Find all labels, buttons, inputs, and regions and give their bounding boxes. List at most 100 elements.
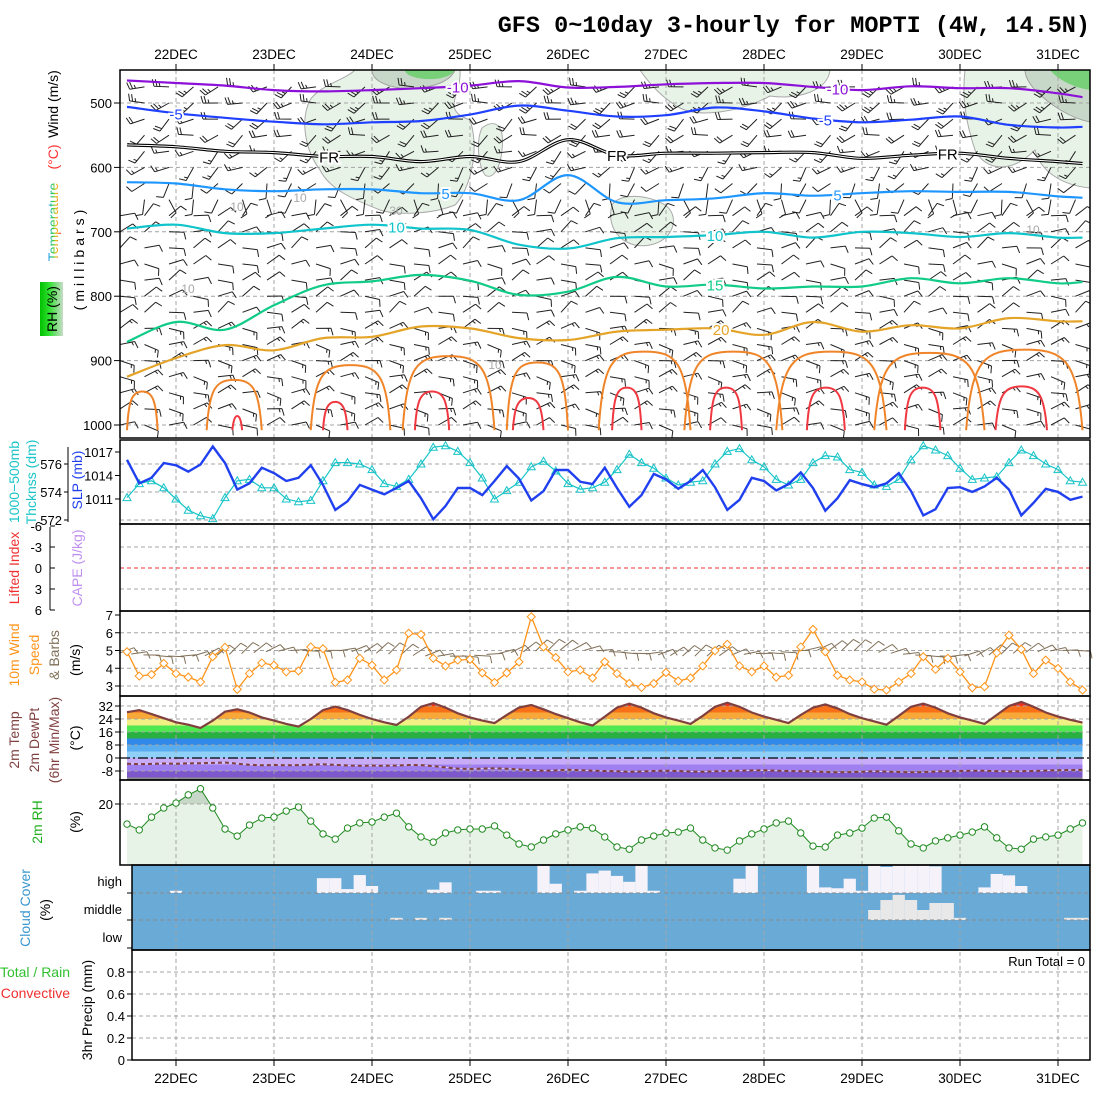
cloud-high-bar bbox=[978, 887, 991, 893]
wind-barb bbox=[299, 93, 317, 104]
wind-barb bbox=[714, 183, 733, 194]
wind-barb bbox=[144, 286, 163, 297]
precip-convective-label: Convective bbox=[1, 985, 70, 1001]
wind-barb bbox=[814, 93, 831, 104]
thickness-marker bbox=[367, 464, 377, 474]
wind-barb bbox=[120, 318, 138, 329]
wind10m-marker bbox=[796, 642, 806, 652]
wind-barb bbox=[888, 151, 905, 165]
wind-barb bbox=[732, 300, 750, 313]
wind-barb bbox=[903, 344, 920, 356]
wind10m-barb bbox=[645, 651, 666, 659]
date-label-top: 24DEC bbox=[350, 47, 394, 62]
wind-barb bbox=[830, 276, 849, 285]
rh-area-fill bbox=[127, 788, 1083, 865]
wind-barb bbox=[1032, 150, 1052, 158]
wind-barb bbox=[977, 360, 992, 374]
wind-barb bbox=[444, 129, 464, 138]
thickness-marker bbox=[171, 493, 181, 503]
wind-barb bbox=[707, 320, 727, 329]
wind-barb bbox=[792, 167, 807, 182]
rh2m-marker bbox=[870, 814, 878, 822]
wind-barb bbox=[156, 183, 170, 198]
wind-barb bbox=[536, 214, 555, 223]
wind-barb bbox=[698, 183, 709, 200]
wind-barb bbox=[805, 400, 825, 410]
wind10m-barb bbox=[817, 642, 837, 651]
wind-barb bbox=[487, 277, 506, 285]
wind-barb bbox=[340, 289, 360, 297]
wind-barb bbox=[449, 167, 464, 182]
wind10m-marker bbox=[783, 670, 794, 681]
wind-barb bbox=[977, 422, 996, 430]
wind-barb bbox=[364, 320, 384, 329]
rh2m-marker bbox=[258, 814, 266, 822]
wind-barb bbox=[1026, 351, 1045, 362]
wind-barb bbox=[413, 263, 431, 273]
thickness-marker bbox=[857, 467, 867, 476]
wind-barb bbox=[372, 112, 390, 120]
wind10m-marker bbox=[979, 682, 990, 692]
wind-barb bbox=[517, 150, 537, 158]
wind-barb bbox=[438, 376, 455, 387]
wind-barb bbox=[952, 212, 972, 220]
wind-barb bbox=[315, 327, 334, 336]
wind-barb bbox=[364, 229, 384, 237]
wind-barb bbox=[438, 211, 458, 219]
temp-tick-label: 8 bbox=[106, 738, 113, 753]
wind-barb bbox=[364, 295, 381, 307]
wind-barb bbox=[886, 95, 905, 104]
wind-barb bbox=[168, 259, 188, 266]
wind-barb bbox=[560, 403, 580, 411]
wind10m-marker bbox=[698, 661, 708, 671]
cloud-high-bar bbox=[353, 875, 366, 893]
cloud-middle-bar bbox=[917, 910, 930, 920]
wind-barb bbox=[805, 376, 822, 388]
cloud-unit-label: (%) bbox=[37, 899, 53, 921]
wind-barb bbox=[202, 151, 219, 165]
wind-barb bbox=[462, 260, 482, 268]
wind-barb bbox=[732, 279, 749, 290]
wind-barb bbox=[585, 226, 605, 234]
wind-barb bbox=[814, 134, 831, 148]
isotherm-label: FR bbox=[319, 149, 339, 166]
wind-barb bbox=[854, 420, 874, 428]
wind-barb bbox=[120, 295, 137, 305]
wind-barb bbox=[120, 199, 121, 201]
wind-barb bbox=[120, 236, 137, 249]
wind-barb bbox=[928, 327, 944, 341]
wind-barb bbox=[1032, 115, 1052, 124]
wind-barb bbox=[854, 340, 874, 348]
isotherm-30-contour bbox=[413, 390, 451, 431]
wind-barb bbox=[364, 336, 384, 345]
wind-barb bbox=[321, 102, 341, 111]
wind-barb bbox=[964, 167, 978, 182]
wind-barb bbox=[272, 101, 292, 110]
wind-barb bbox=[519, 102, 537, 114]
wind-barb bbox=[805, 260, 825, 268]
isotherm-label: 10 bbox=[388, 220, 405, 237]
thickness-marker bbox=[979, 472, 990, 482]
wind-barb bbox=[174, 149, 194, 157]
thickness-marker bbox=[1040, 458, 1051, 468]
wind-barb bbox=[732, 403, 752, 411]
wind-barb bbox=[120, 388, 139, 396]
wind10m-barb bbox=[584, 645, 605, 653]
cloud-high-bar bbox=[904, 865, 918, 893]
rh2m-marker bbox=[233, 832, 241, 840]
rh2m-marker bbox=[294, 803, 303, 811]
thickness-marker bbox=[746, 454, 757, 464]
wind-barb bbox=[200, 95, 219, 104]
wind-barb bbox=[560, 220, 578, 233]
wind-barb bbox=[756, 391, 775, 399]
wind-barb bbox=[1057, 112, 1076, 121]
wind10m-marker bbox=[955, 667, 965, 677]
wind-barb bbox=[615, 101, 635, 109]
cloud-middle-bar bbox=[929, 902, 942, 920]
wind-barb bbox=[322, 146, 341, 154]
wind-barb bbox=[176, 102, 194, 114]
wind-barb bbox=[609, 211, 629, 219]
thickness-marker bbox=[1004, 457, 1014, 467]
wind-barb bbox=[364, 309, 384, 318]
wind-barb bbox=[842, 183, 856, 199]
